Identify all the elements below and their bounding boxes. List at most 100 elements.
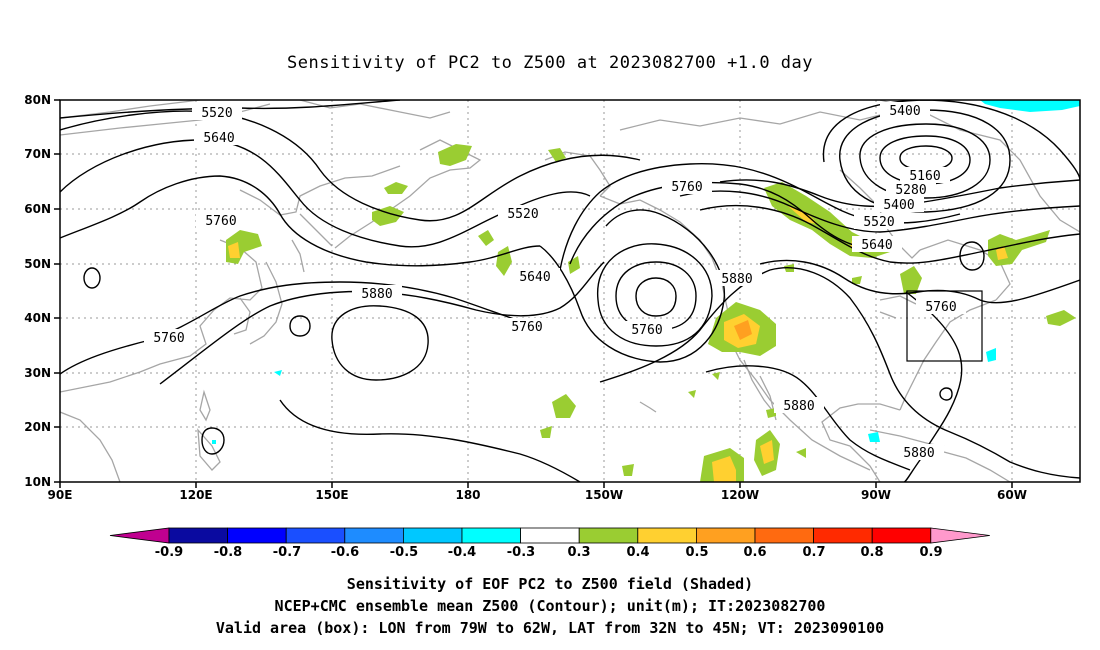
colorbar-label: -0.3 <box>507 545 535 560</box>
colorbar-label: 0.3 <box>567 545 590 560</box>
colorbar-swatch <box>871 527 932 544</box>
colorbar-arrow-left <box>109 527 170 544</box>
lon-label: 150W <box>585 488 623 502</box>
coast-great-lakes <box>879 295 917 319</box>
colorbar-swatch <box>754 527 814 544</box>
lon-label: 60W <box>997 488 1027 502</box>
colorbar-swatch <box>578 527 639 544</box>
coast-gulf <box>821 403 901 447</box>
colorbar-label: -0.6 <box>331 545 359 560</box>
shade-green-gulf-alaska <box>496 148 580 276</box>
caption-line-2: NCEP+CMC ensemble mean Z500 (Contour); u… <box>275 597 826 615</box>
colorbar-swatch <box>344 527 404 544</box>
latitude-labels: 80N 70N 60N 50N 40N 30N 20N 10N <box>24 93 51 489</box>
contour-5760-west <box>60 175 541 267</box>
colorbar-label: -0.7 <box>273 545 301 560</box>
coast-okhotsk <box>239 165 401 216</box>
coast-indochina <box>60 411 121 482</box>
colorbar-label: 0.4 <box>626 545 649 560</box>
lat-label: 70N <box>24 147 51 161</box>
contour-5520-west <box>60 110 641 222</box>
shade-green-arctic-east <box>438 144 472 166</box>
shade-yellow-mexico <box>760 440 774 464</box>
contour-label: 5760 <box>511 320 542 335</box>
coast-chukotka <box>371 139 482 223</box>
coast-us-east <box>899 299 997 411</box>
shade-yellow-east-pacific <box>712 456 736 482</box>
contour-small-closed-2 <box>289 315 311 337</box>
contour-5760-americas <box>759 259 1080 304</box>
lat-label: 60N <box>24 202 51 216</box>
shade-yellow-newfoundland <box>996 246 1008 260</box>
contour-small-closed-4 <box>939 387 953 401</box>
lat-label: 80N <box>24 93 51 107</box>
contour-label: 5520 <box>201 106 232 121</box>
lat-label: 40N <box>24 311 51 325</box>
colorbar-label: 0.7 <box>802 545 825 560</box>
colorbar-labels: -0.9 -0.8 -0.7 -0.6 -0.5 -0.4 -0.3 0.3 0… <box>155 545 943 560</box>
lon-label: 150E <box>315 488 348 502</box>
contour-5880-subtropical <box>159 261 605 385</box>
caption-line-3: Valid area (box): LON from 79W to 62W, L… <box>216 619 884 637</box>
coast-philippines <box>197 428 221 471</box>
caption-line-1: Sensitivity of EOF PC2 to Z500 field (Sh… <box>347 575 753 593</box>
valid-area-box <box>906 290 983 362</box>
contour-label: 5760 <box>153 331 184 346</box>
lat-label: 10N <box>24 475 51 489</box>
contour-small-closed-3 <box>201 427 225 455</box>
contour-label: 5880 <box>903 446 934 461</box>
contour-label: 5400 <box>883 198 914 213</box>
colorbar-label: -0.8 <box>214 545 242 560</box>
colorbar-swatch <box>461 527 521 544</box>
colorbar-swatch <box>285 527 346 544</box>
lon-label: 120E <box>179 488 212 502</box>
coast-canada-north <box>619 109 901 131</box>
contour-5880-ridge <box>279 399 581 482</box>
longitude-labels: 90E 120E 150E 180 150W 120W 90W 60W <box>48 488 1027 502</box>
lat-label: 30N <box>24 366 51 380</box>
contour-label: 5280 <box>895 183 926 198</box>
colorbar-label: -0.9 <box>155 545 183 560</box>
colorbar-label: 0.8 <box>860 545 883 560</box>
colorbar-label: 0.6 <box>743 545 766 560</box>
contour-5640-trough <box>569 181 881 265</box>
contour-label: 5640 <box>203 131 234 146</box>
contour-label: 5160 <box>909 169 940 184</box>
colorbar: -0.9 -0.8 -0.7 -0.6 -0.5 -0.4 -0.3 0.3 0… <box>109 527 990 560</box>
shade-cyan-arctic <box>980 100 1080 112</box>
colorbar-swatch <box>696 527 756 544</box>
colorbar-swatch <box>637 527 697 544</box>
contour-5760-trough <box>539 209 726 363</box>
contour-label: 5520 <box>863 215 894 230</box>
coast-kamchatka <box>299 213 373 249</box>
lon-label: 90W <box>861 488 891 502</box>
lat-label: 20N <box>24 420 51 434</box>
shade-green-aleutian <box>478 230 494 246</box>
contour-atlantic-cut <box>903 291 963 482</box>
contour-low-5 <box>822 100 1080 181</box>
shade-green-north-pacific <box>540 394 576 438</box>
shade-green-great-lakes <box>900 266 922 294</box>
contour-closed-low-pacific-3 <box>597 243 713 347</box>
shaded-sensitivity <box>212 100 1080 482</box>
coast-hawaii <box>639 401 657 413</box>
colorbar-label: -0.4 <box>448 545 476 560</box>
contour-closed-low-pacific-1 <box>635 277 677 317</box>
colorbar-label: 0.5 <box>685 545 708 560</box>
colorbar-label: 0.9 <box>919 545 942 560</box>
graticule <box>60 100 1080 482</box>
colorbar-swatches <box>109 527 990 544</box>
lon-label: 180 <box>455 488 480 502</box>
map-title: Sensitivity of PC2 to Z500 at 2023082700… <box>287 53 813 73</box>
lat-label: 50N <box>24 257 51 271</box>
shade-orange-southwest-us <box>734 320 752 340</box>
contour-5640-americas <box>699 204 1080 264</box>
contour-label: 5640 <box>519 270 550 285</box>
coast-korea <box>233 297 251 335</box>
contour-small-closed-1 <box>83 267 101 289</box>
contour-label: 5760 <box>631 323 662 338</box>
colorbar-label: -0.5 <box>390 545 418 560</box>
coast-japan <box>249 239 305 345</box>
colorbar-swatch <box>227 527 287 544</box>
contour-5880-high <box>331 305 429 381</box>
